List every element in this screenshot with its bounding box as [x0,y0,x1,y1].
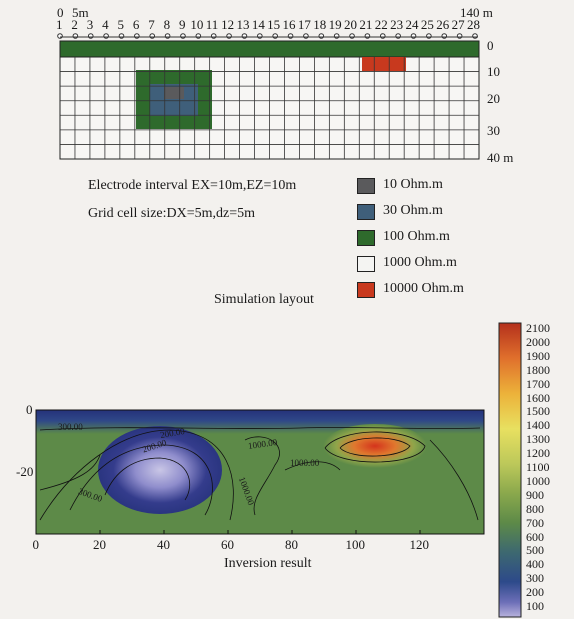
legend-label: 10000 Ohm.m [383,281,464,296]
colorbar-tick-label: 300 [526,571,544,586]
electrode-number: 23 [390,17,404,32]
contour-lines [39,427,481,521]
electrode-number: 8 [163,17,171,32]
contour-label-1000-b: 1000.00 [290,458,320,468]
colorbar-tick-label: 1800 [526,362,550,377]
x-tick-marks [35,530,421,534]
electrode-number: 15 [267,17,281,32]
y-tick-minus-20: -20 [16,464,34,479]
grid-lines [60,57,479,159]
x-tick-label: 100 [345,537,366,552]
colorbar-tick-label: 100 [526,599,544,613]
inversion-result-caption: Inversion result [224,556,312,571]
electrode-number: 10 [190,17,204,32]
colorbar-tick-label: 2100 [526,321,550,335]
legend-label: 100 Ohm.m [383,229,450,244]
electrode-number: 17 [297,17,311,32]
electrode-number: 12 [221,17,235,32]
electrode-number: 25 [420,17,434,32]
electrode-markers [57,33,478,39]
colorbar-tick-label: 700 [526,515,544,530]
electrode-number: 5 [117,17,124,32]
low-resistivity-anomaly [98,426,222,514]
colorbar-tick-label: 1400 [526,418,550,433]
electrode-number: 22 [374,17,388,32]
contour-label-300-b: 300.00 [58,422,83,432]
electrode-number: 13 [236,17,250,32]
legend-swatch [357,178,375,194]
electrode-number: 6 [132,17,140,32]
electrode-number: 26 [436,17,450,32]
electrode-number: 16 [282,17,296,32]
x-tick-label: 120 [409,537,430,552]
electrode-number: 3 [86,17,94,32]
colorbar-tick-label: 1300 [526,432,550,447]
block-10000ohm [362,57,406,71]
colorbar-tick-label: 1200 [526,446,550,461]
inversion-frame [35,409,485,535]
legend-swatch [357,230,375,246]
colorbar-tick-label: 400 [526,557,544,572]
simulation-layout-caption: Simulation layout [214,292,314,307]
legend-swatch [357,256,375,272]
inversion-top-band [36,410,484,434]
inversion-plot [35,409,485,535]
electrode-number: 28 [467,17,480,32]
top-axis-start: 0 [57,5,64,20]
x-tick-label: 60 [221,537,234,552]
electrode-interval-text: Electrode interval EX=10m,EZ=10m [88,178,297,193]
electrode-number-row: 1 2 3 4 5 6 7 8 9 10 11 12 13 14 15 16 17 18 19 20 21 22 23 24 2… [0,18,574,34]
legend-label: 30 Ohm.m [383,203,443,218]
colorbar-tick-label: 600 [526,529,544,544]
electrode-number: 9 [178,17,186,32]
colorbar-tick-label: 1700 [526,376,550,391]
depth-label-30: 30 [487,123,500,138]
simulation-grid [57,33,480,160]
x-tick-label: 40 [157,537,170,552]
colorbar-tick-label: 1500 [526,404,550,419]
top-axis-end: 140 m [460,5,493,20]
legend-label: 1000 Ohm.m [383,255,457,270]
colorbar-tick-label: 900 [526,487,544,502]
colorbar-tick-label: 800 [526,501,544,516]
electrode-number: 19 [328,17,342,32]
depth-label-10: 10 [487,64,500,79]
colorbar-tick-label: 1600 [526,390,550,405]
x-tick-label: 0 [32,537,40,552]
high-resistivity-anomaly [323,424,427,468]
electrode-number: 11 [205,17,219,32]
legend-swatch [357,204,375,220]
x-tick-label: 80 [285,537,298,552]
electrode-number: 2 [71,17,78,32]
electrode-number: 27 [451,17,465,32]
electrode-number: 4 [102,17,109,32]
colorbar-tick-label: 500 [526,543,544,558]
colorbar-tick-label: 2000 [526,334,550,349]
depth-label-20: 20 [487,91,500,106]
electrode-number: 18 [313,17,327,32]
depth-label-40: 40 m [487,150,514,165]
colorbar-tick-label: 1000 [526,473,550,488]
block-10ohm [164,87,184,99]
y-tick-0: 0 [26,402,33,417]
electrode-number: 14 [251,17,265,32]
electrode-number: 20 [344,17,358,32]
legend-swatch [357,282,375,298]
legend-label: 10 Ohm.m [383,177,443,192]
colorbar-tick-label: 1100 [526,460,550,474]
colorbar-tick-label: 200 [526,585,544,600]
depth-label-0: 0 [487,38,494,53]
top-axis-5m: 5m [72,5,89,20]
electrode-number: 21 [359,17,373,32]
grid-cell-size-text: Grid cell size:DX=5m,dz=5m [88,206,256,221]
electrode-number: 24 [405,17,419,32]
electrode-number: 1 [56,17,63,32]
electrode-number: 7 [148,17,155,32]
x-tick-label: 20 [93,537,106,552]
colorbar [498,322,522,618]
colorbar-tick-label: 1900 [526,348,550,363]
